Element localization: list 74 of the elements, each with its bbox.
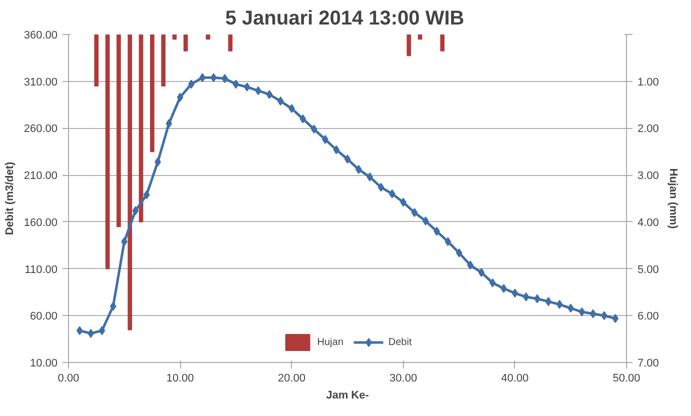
point [522,292,530,302]
y-tick-label: 60.00 [30,310,58,323]
point [512,288,518,298]
y-tick-label: 210.00 [24,170,58,182]
point [244,82,250,92]
bar [116,34,121,228]
point [277,96,284,106]
point [489,278,496,288]
x-tick-label: 50.00 [612,372,640,384]
point [110,302,116,311]
y2-tick-label: 3.00 [638,170,659,182]
point [300,114,306,124]
y-axis-title: Debit (m3/det) [4,161,16,236]
point [411,208,418,218]
y2-tick-label: 7.00 [638,358,659,370]
bar [161,34,166,87]
bar [94,34,99,87]
x-axis-title: Jam Ke- [326,390,370,402]
legend-label: Debit [388,336,412,348]
bar [440,34,445,52]
x-tick-label: 0.00 [58,372,80,384]
point [612,314,619,323]
x-tick-label: 30.00 [390,372,418,384]
bar [184,34,188,52]
chart-title: 5 Januari 2014 13:00 WIB [225,8,464,30]
point [132,206,139,216]
bar [138,34,144,222]
bar [406,34,412,56]
point [333,145,340,154]
y-tick-label: 260.00 [24,123,58,136]
bar [150,34,154,152]
y-tick-label: 360.00 [24,30,58,42]
point [266,90,273,99]
bar [418,34,422,40]
point [98,326,106,336]
bar [172,34,177,40]
x-tick-label: 10.00 [166,372,194,384]
y-tick-label: 160.00 [24,216,58,229]
x-tick-label: 40.00 [501,372,529,384]
bar [228,34,232,52]
y2-tick-label: 1.00 [638,76,659,88]
bar [105,34,110,270]
y2-tick-label: 2.00 [638,123,659,136]
x-tick-label: 20.00 [278,372,306,384]
point [210,73,217,82]
y-tick-label: 310.00 [24,76,58,88]
point [556,300,563,309]
point [344,154,351,164]
point [355,164,362,174]
y2-tick-label: 6.00 [638,310,659,323]
point [176,92,184,102]
point [590,309,596,318]
point [166,119,172,128]
point [578,307,586,316]
y2-tick-label: 4.00 [638,216,659,229]
point [545,297,552,306]
y2-tick-label: 5.00 [638,264,659,276]
point [232,80,240,89]
point [456,248,462,258]
y-tick-label: 110.00 [24,264,58,276]
point [378,182,384,192]
y-tick-label: 10.00 [30,358,58,370]
bar [206,34,210,40]
point [478,268,485,278]
point [143,190,150,200]
point [76,326,83,336]
point [310,124,318,134]
legend-label: Hujan [317,336,344,348]
bar [128,34,132,330]
point [444,237,452,246]
point [388,189,396,198]
y2-axis-title: Hujan (mm) [666,168,679,230]
point [199,73,206,82]
point [422,216,429,226]
